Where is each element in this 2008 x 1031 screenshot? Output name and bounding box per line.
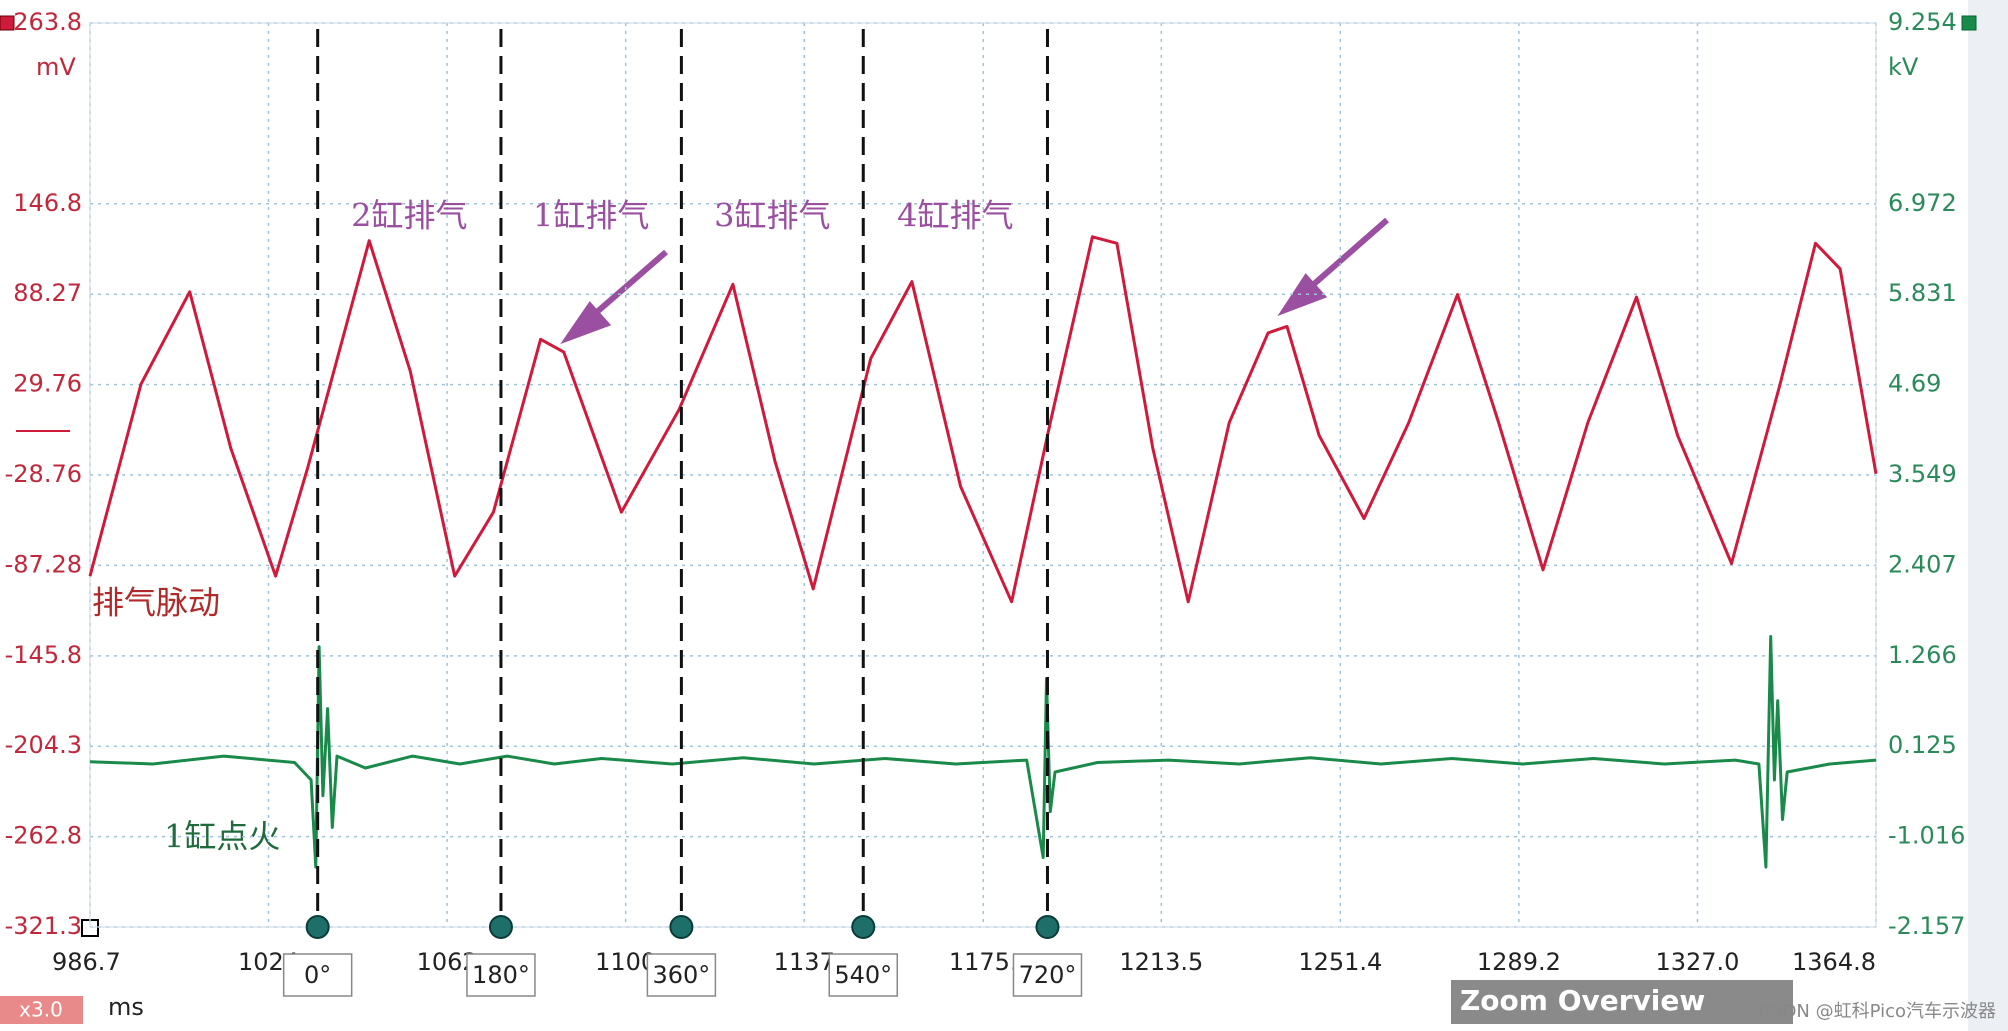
y2-axis-handle xyxy=(1961,15,1977,31)
y2-tick-label: 1.266 xyxy=(1888,641,1957,669)
crank-label-box xyxy=(1012,953,1083,997)
arrow xyxy=(1304,217,1389,294)
crank-label-box xyxy=(466,953,536,997)
y-tick-label: -262.8 xyxy=(5,822,82,850)
zoom-overview-title: Zoom Overview xyxy=(1460,984,1705,1017)
crank-marker-dot xyxy=(1035,915,1060,939)
x-tick-label: 1175. xyxy=(949,948,1018,976)
crank-label: 360° xyxy=(652,961,710,989)
annotation: 2缸排气 xyxy=(351,197,467,235)
series-line xyxy=(89,635,1877,869)
scrollbar xyxy=(1968,0,2008,1031)
watermark: CSDN @虹科Pico汽车示波器 xyxy=(1759,1001,1996,1022)
y-axis-handle xyxy=(0,15,15,31)
y2-tick-label: 3.549 xyxy=(1888,460,1957,488)
x-tick-label: 1289.2 xyxy=(1477,948,1561,976)
crank-marker-dot xyxy=(488,915,513,939)
y2-tick-label: 6.972 xyxy=(1888,189,1957,217)
y-tick-label: 88.27 xyxy=(13,279,82,307)
crank-marker-dot xyxy=(851,915,876,939)
y-tick-label: -28.76 xyxy=(5,460,82,488)
annotation: 3缸排气 xyxy=(714,197,830,235)
y-tick-label: 263.8 xyxy=(13,8,82,36)
y2-tick-label: 5.831 xyxy=(1888,279,1957,307)
y-tick-label: -87.28 xyxy=(5,550,82,578)
zoom-overview-panel[interactable] xyxy=(1451,980,1793,1024)
arrowhead xyxy=(1277,273,1328,317)
x-tick-label: 1137 xyxy=(774,948,835,976)
annotation: 4缸排气 xyxy=(897,197,1013,235)
crank-label: 720° xyxy=(1019,961,1077,989)
series-label: 排气脉动 xyxy=(92,584,220,622)
x-unit: ms xyxy=(108,993,144,1021)
y-tick-label: 146.8 xyxy=(13,189,82,217)
x-tick-label: 986.7 xyxy=(52,948,121,976)
y-tick-label: 29.76 xyxy=(13,370,82,398)
y2-tick-label: -1.016 xyxy=(1888,822,1965,850)
x-tick-label: 1251.4 xyxy=(1298,948,1382,976)
y2-tick-label: -2.157 xyxy=(1888,912,1965,940)
crank-label: 0° xyxy=(304,961,331,989)
y2-unit: kV xyxy=(1888,53,1919,81)
arrow xyxy=(588,249,668,321)
plot-frame xyxy=(89,22,1877,928)
x-tick-label: 1213.5 xyxy=(1119,948,1203,976)
arrows xyxy=(560,217,1389,345)
crank-label: 180° xyxy=(472,961,530,989)
crank-label-box xyxy=(646,953,717,997)
y-tick-label: -145.8 xyxy=(5,641,82,669)
x-tick-label: 1100 xyxy=(595,948,656,976)
y2-tick-label: 2.407 xyxy=(1888,550,1957,578)
series-line xyxy=(88,235,1878,604)
crank-marker-dot xyxy=(305,915,330,939)
y2-tick-label: 0.125 xyxy=(1888,731,1957,759)
y-tick-label: -321.3 xyxy=(5,912,82,940)
annotation: 1缸排气 xyxy=(533,197,649,235)
y-unit: mV xyxy=(36,53,76,81)
y-tick-label: -204.3 xyxy=(5,731,82,759)
x-tick-label: 1364.8 xyxy=(1792,948,1876,976)
crank-label-box xyxy=(828,953,899,997)
y2-tick-label: 9.254 xyxy=(1888,8,1957,36)
crank-label: 540° xyxy=(834,961,892,989)
zoom-factor-box xyxy=(0,996,83,1024)
crank-marker-dot xyxy=(669,915,694,939)
y2-tick-label: 4.69 xyxy=(1888,370,1941,398)
x-tick-label: 1327.0 xyxy=(1655,948,1739,976)
arrowhead xyxy=(560,301,612,345)
zoom-factor: x3.0 xyxy=(19,998,63,1022)
crank-label-box xyxy=(282,953,353,997)
series-label: 1缸点火 xyxy=(164,818,280,856)
